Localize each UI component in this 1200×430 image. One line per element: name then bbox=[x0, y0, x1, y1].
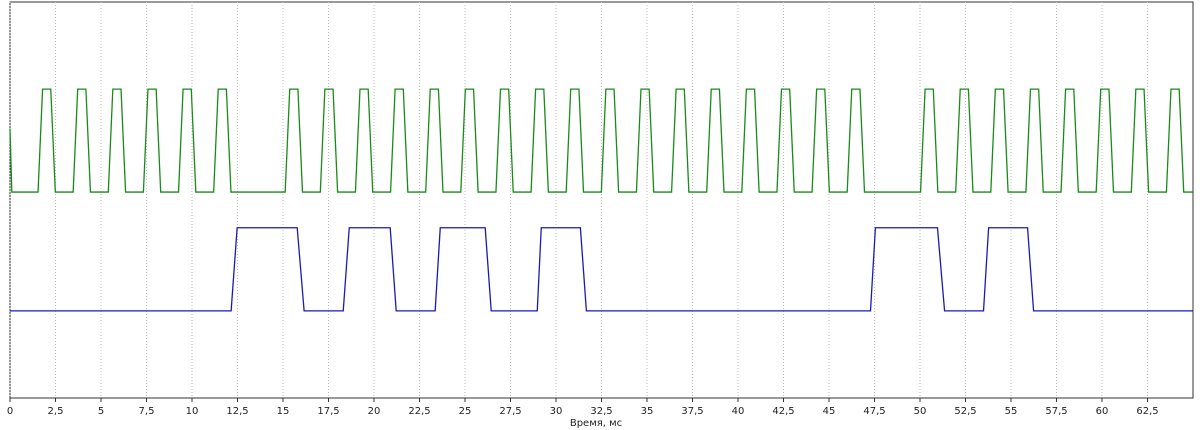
x-tick-label: 22,5 bbox=[408, 406, 430, 417]
x-tick-label: 20 bbox=[368, 406, 381, 417]
x-tick-label: 12,5 bbox=[226, 406, 248, 417]
x-tick-label: 55 bbox=[1005, 406, 1018, 417]
x-tick-label: 40 bbox=[732, 406, 745, 417]
x-axis-label: Время, мс bbox=[570, 418, 622, 429]
x-tick-label: 32,5 bbox=[590, 406, 612, 417]
x-tick-label: 45 bbox=[823, 406, 836, 417]
x-tick-label: 37,5 bbox=[681, 406, 703, 417]
x-tick-label: 52,5 bbox=[954, 406, 976, 417]
x-tick-label: 42,5 bbox=[772, 406, 794, 417]
x-tick-label: 30 bbox=[550, 406, 563, 417]
x-tick-label: 2,5 bbox=[48, 406, 64, 417]
x-tick-label: 15 bbox=[277, 406, 290, 417]
x-tick-label: 57,5 bbox=[1045, 406, 1067, 417]
x-tick-label: 5 bbox=[98, 406, 104, 417]
signal-line bbox=[10, 227, 1193, 312]
x-tick-label: 50 bbox=[914, 406, 927, 417]
x-tick-label: 25 bbox=[459, 406, 472, 417]
x-tick-label: 27,5 bbox=[499, 406, 521, 417]
signal-line bbox=[9, 88, 1193, 193]
x-tick-label: 17,5 bbox=[317, 406, 339, 417]
x-tick-label: 60 bbox=[1096, 406, 1109, 417]
x-tick-label: 47,5 bbox=[863, 406, 885, 417]
x-tick-label: 35 bbox=[641, 406, 654, 417]
x-tick-label: 62,5 bbox=[1136, 406, 1158, 417]
x-tick-label: 10 bbox=[186, 406, 199, 417]
x-tick-label: 0 bbox=[7, 406, 13, 417]
x-tick-label: 7,5 bbox=[139, 406, 155, 417]
